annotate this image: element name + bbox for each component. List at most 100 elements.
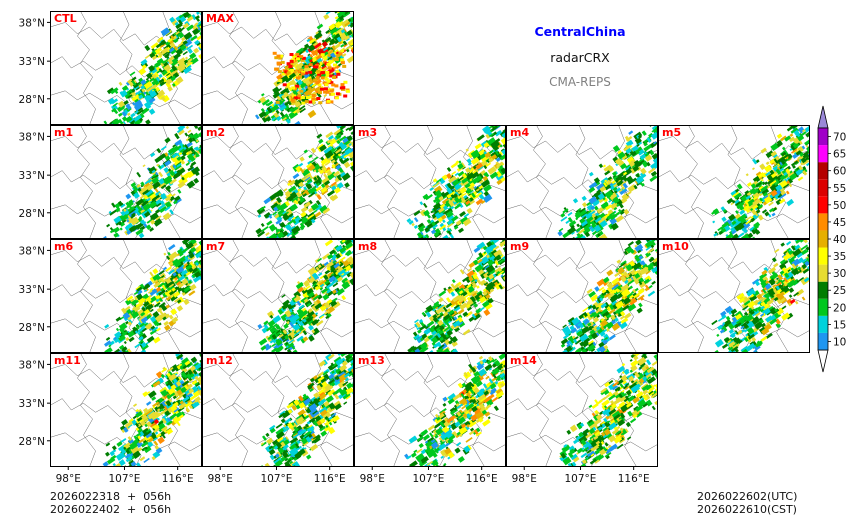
lon-tick-label: 107°E bbox=[413, 473, 445, 485]
lat-tick-label: 33°N bbox=[19, 284, 45, 296]
panel-label: CTL bbox=[54, 12, 77, 25]
colorbar-tick-label: 55 bbox=[833, 183, 846, 195]
lat-tick-label: 33°N bbox=[19, 170, 45, 182]
source-title: CMA-REPS bbox=[549, 75, 611, 89]
colorbar-tick-label: 40 bbox=[833, 234, 846, 246]
panel-m13: m13 bbox=[354, 353, 506, 467]
panel-frame bbox=[202, 353, 354, 467]
colorbar-segment bbox=[818, 162, 828, 180]
lat-tick-label: 38°N bbox=[19, 359, 45, 371]
colorbar-segment bbox=[818, 247, 828, 265]
lat-tick-label: 33°N bbox=[19, 56, 45, 68]
panel-frame bbox=[202, 239, 354, 353]
panel-label: m6 bbox=[54, 240, 73, 253]
lon-tick-label: 107°E bbox=[109, 473, 141, 485]
valid-time-utc: 2026022602(UTC) bbox=[697, 490, 798, 503]
panel-label: m2 bbox=[206, 126, 225, 139]
panel-frame bbox=[202, 11, 354, 125]
colorbar-segment bbox=[818, 179, 828, 197]
panel-frame bbox=[506, 125, 658, 239]
lat-tick-label: 28°N bbox=[19, 322, 45, 334]
colorbar-tick-label: 25 bbox=[833, 285, 846, 297]
lon-tick-label: 98°E bbox=[360, 473, 385, 485]
colorbar-segment bbox=[818, 298, 828, 316]
lon-tick-label: 98°E bbox=[512, 473, 537, 485]
panel-frame bbox=[50, 11, 202, 125]
lat-tick-label: 28°N bbox=[19, 94, 45, 106]
panel-label: m10 bbox=[662, 240, 689, 253]
panel-label: MAX bbox=[206, 12, 234, 25]
panel-frame bbox=[354, 239, 506, 353]
colorbar: 10 15 20 25 30 35 40 45 50 55 60 65 70 bbox=[817, 105, 846, 373]
colorbar-tick-label: 20 bbox=[833, 302, 846, 314]
lat-tick-label: 38°N bbox=[19, 245, 45, 257]
lat-tick-label: 28°N bbox=[19, 208, 45, 220]
colorbar-tick-label: 60 bbox=[833, 166, 846, 178]
panel-label: m11 bbox=[54, 354, 81, 367]
panel-label: m8 bbox=[358, 240, 377, 253]
panel-frame bbox=[50, 353, 202, 467]
panel-m6: m6 bbox=[50, 239, 202, 353]
lon-tick-label: 98°E bbox=[56, 473, 81, 485]
panel-frame bbox=[506, 239, 658, 353]
colorbar-tick-label: 70 bbox=[833, 132, 846, 144]
colorbar-tick-label: 50 bbox=[833, 200, 846, 212]
panel-m12: m12 bbox=[202, 353, 354, 467]
panel-label: m14 bbox=[510, 354, 537, 367]
colorbar-over-arrow bbox=[817, 105, 829, 129]
panel-frame bbox=[354, 125, 506, 239]
panel-m10: m10 bbox=[658, 239, 810, 353]
panel-frame bbox=[658, 239, 810, 353]
panel-m7: m7 bbox=[202, 239, 354, 353]
panel-label: m4 bbox=[510, 126, 529, 139]
lon-tick-label: 116°E bbox=[314, 473, 346, 485]
panel-label: m7 bbox=[206, 240, 225, 253]
panel-frame bbox=[354, 353, 506, 467]
panel-m3: m3 bbox=[354, 125, 506, 239]
lon-tick-label: 107°E bbox=[261, 473, 293, 485]
colorbar-segment bbox=[818, 196, 828, 214]
colorbar-tick-label: 30 bbox=[833, 268, 846, 280]
panel-m5: m5 bbox=[658, 125, 810, 239]
colorbar-under-arrow bbox=[817, 349, 829, 373]
panel-m2: m2 bbox=[202, 125, 354, 239]
lon-tick-label: 116°E bbox=[466, 473, 498, 485]
panel-m11: m11 bbox=[50, 353, 202, 467]
colorbar-segment bbox=[818, 213, 828, 231]
region-title: CentralChina bbox=[534, 24, 626, 39]
panel-m9: m9 bbox=[506, 239, 658, 353]
panel-label: m13 bbox=[358, 354, 385, 367]
panel-MAX: MAX bbox=[202, 11, 354, 125]
colorbar-tick-label: 15 bbox=[833, 319, 846, 331]
lon-tick-label: 116°E bbox=[162, 473, 194, 485]
valid-time-cst: 2026022610(CST) bbox=[697, 503, 797, 516]
panel-label: m12 bbox=[206, 354, 233, 367]
panel-m8: m8 bbox=[354, 239, 506, 353]
colorbar-segment bbox=[818, 230, 828, 248]
lat-tick-label: 38°N bbox=[19, 131, 45, 143]
init-time-utc: 2026022318 + 056h bbox=[50, 490, 172, 503]
panel-frame bbox=[50, 239, 202, 353]
panel-label: m3 bbox=[358, 126, 377, 139]
panel-m1: m1 bbox=[50, 125, 202, 239]
panel-frame bbox=[506, 353, 658, 467]
init-time-cst: 2026022402 + 056h bbox=[50, 503, 172, 516]
panel-m14: m14 bbox=[506, 353, 658, 467]
lat-tick-label: 28°N bbox=[19, 436, 45, 448]
lat-tick-label: 38°N bbox=[19, 17, 45, 29]
colorbar-tick-label: 10 bbox=[833, 336, 846, 348]
panel-m4: m4 bbox=[506, 125, 658, 239]
colorbar-segment bbox=[818, 145, 828, 163]
colorbar-segment bbox=[818, 128, 828, 146]
panel-frame bbox=[50, 125, 202, 239]
panel-frame bbox=[658, 125, 810, 239]
colorbar-segment bbox=[818, 264, 828, 282]
panel-frame bbox=[202, 125, 354, 239]
colorbar-segment bbox=[818, 315, 828, 333]
colorbar-tick-label: 45 bbox=[833, 217, 846, 229]
colorbar-segment bbox=[818, 281, 828, 299]
panel-label: m5 bbox=[662, 126, 681, 139]
lon-tick-label: 107°E bbox=[565, 473, 597, 485]
panel-label: m1 bbox=[54, 126, 73, 139]
